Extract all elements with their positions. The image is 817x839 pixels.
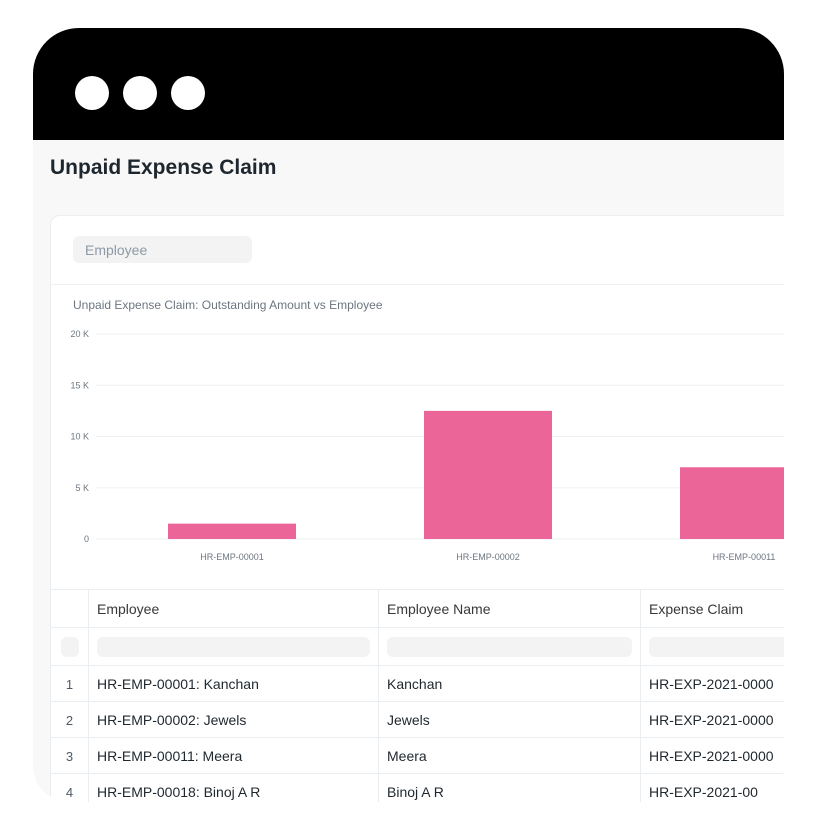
bar[interactable]	[424, 410, 552, 539]
expense-claim-cell[interactable]: HR-EXP-2021-0000	[640, 666, 784, 702]
page-title: Unpaid Expense Claim	[50, 156, 277, 179]
table-row[interactable]: 2 HR-EMP-00002: Jewels Jewels HR-EXP-202…	[51, 701, 784, 738]
window-titlebar	[33, 28, 784, 140]
employee-name-cell[interactable]: Meera	[378, 738, 640, 774]
table-row[interactable]: 3 HR-EMP-00011: Meera Meera HR-EXP-2021-…	[51, 737, 784, 774]
x-tick-label: HR-EMP-00011	[713, 552, 776, 562]
employee-filter-input[interactable]	[73, 236, 252, 263]
row-index-header	[51, 590, 88, 628]
employee-name-cell[interactable]: Jewels	[378, 702, 640, 738]
index-filter-pill	[60, 637, 79, 657]
column-header-employee[interactable]: Employee	[88, 590, 378, 628]
bar[interactable]	[680, 467, 784, 539]
y-tick-label: 10 K	[70, 432, 89, 442]
employee-cell[interactable]: HR-EMP-00011: Meera	[88, 738, 378, 774]
employee-name-cell[interactable]: Binoj A R	[378, 774, 640, 802]
chart-title: Unpaid Expense Claim: Outstanding Amount…	[73, 298, 383, 312]
expense-claim-column-filter[interactable]	[640, 628, 784, 666]
expense-claim-cell[interactable]: HR-EXP-2021-00	[640, 774, 784, 802]
row-index-filter	[51, 628, 88, 666]
employee-name-cell[interactable]: Kanchan	[378, 666, 640, 702]
row-index: 2	[65, 712, 74, 728]
table-filter-row	[51, 627, 784, 666]
row-index: 1	[65, 676, 74, 692]
expense-claim-cell[interactable]: HR-EXP-2021-0000	[640, 702, 784, 738]
x-tick-label: HR-EMP-00001	[200, 552, 264, 562]
x-tick-label: HR-EMP-00002	[456, 552, 520, 562]
y-tick-label: 0	[84, 534, 89, 544]
expense-claim-filter-pill[interactable]	[649, 637, 784, 657]
expense-claim-cell[interactable]: HR-EXP-2021-0000	[640, 738, 784, 774]
employee-name-filter-pill[interactable]	[387, 637, 632, 657]
report-card: Unpaid Expense Claim: Outstanding Amount…	[50, 215, 784, 802]
row-index: 3	[65, 748, 74, 764]
row-index: 4	[65, 784, 74, 800]
employee-cell[interactable]: HR-EMP-00002: Jewels	[88, 702, 378, 738]
y-tick-label: 5 K	[75, 483, 89, 493]
app-window: Unpaid Expense Claim Unpaid Expense Clai…	[33, 28, 784, 802]
employee-name-column-filter[interactable]	[378, 628, 640, 666]
bar[interactable]	[168, 523, 296, 539]
column-header-expense-claim[interactable]: Expense Claim	[640, 590, 784, 628]
y-tick-label: 20 K	[70, 329, 89, 339]
table-row[interactable]: 4 HR-EMP-00018: Binoj A R Binoj A R HR-E…	[51, 773, 784, 802]
employee-column-filter[interactable]	[88, 628, 378, 666]
employee-cell[interactable]: HR-EMP-00001: Kanchan	[88, 666, 378, 702]
window-close-circle-icon[interactable]	[75, 76, 109, 110]
employee-cell[interactable]: HR-EMP-00018: Binoj A R	[88, 774, 378, 802]
y-tick-label: 15 K	[70, 380, 89, 390]
table-header-row: Employee Employee Name Expense Claim	[51, 589, 784, 628]
column-header-employee-name[interactable]: Employee Name	[378, 590, 640, 628]
card-divider	[51, 284, 784, 285]
window-minimize-circle-icon[interactable]	[123, 76, 157, 110]
employee-filter-pill[interactable]	[97, 637, 370, 657]
window-maximize-circle-icon[interactable]	[171, 76, 205, 110]
bar-chart: 20 K 15 K 10 K 5 K 0 HR-EMP-00001 HR-EMP-00002…	[70, 329, 784, 562]
report-page: Unpaid Expense Claim Unpaid Expense Clai…	[33, 140, 784, 802]
table-row[interactable]: 1 HR-EMP-00001: Kanchan Kanchan HR-EXP-2…	[51, 665, 784, 702]
